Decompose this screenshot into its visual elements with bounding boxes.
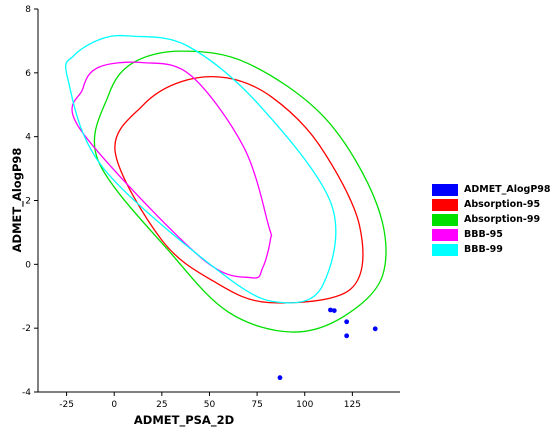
legend: ADMET_AlogP98 Absorption-95 Absorption-99 B… [432,182,550,257]
legend-swatch [432,243,458,256]
x-tick-label: 25 [156,400,167,410]
y-tick-label: 6 [25,69,31,79]
ellipse-absorption-95 [114,76,364,304]
legend-label: BBB-99 [464,244,503,255]
x-axis-ticks: -25 0 25 50 75 100 125 [59,392,361,410]
data-point [344,333,350,339]
x-tick-label: 50 [204,400,216,410]
data-point [277,375,283,381]
legend-swatch [432,198,458,211]
point-layer [277,307,378,381]
data-point [372,326,378,332]
x-tick-label: 100 [296,400,313,410]
x-tick-label: 125 [344,400,361,410]
legend-label: Absorption-99 [464,214,541,225]
x-tick-label: 0 [111,400,117,410]
legend-item: BBB-99 [432,242,550,257]
data-point [328,307,333,313]
legend-swatch [432,213,458,226]
y-tick-label: -4 [22,388,31,398]
ellipse-absorption-99 [93,50,387,333]
y-tick-label: 4 [25,133,31,143]
legend-label: Absorption-95 [464,199,541,210]
legend-item: BBB-95 [432,227,550,242]
x-axis-title: ADMET_PSA_2D [134,413,234,428]
legend-item: ADMET_AlogP98 [432,182,550,197]
ellipse-bbb-95 [71,61,273,279]
ellipse-bbb-99 [65,34,337,304]
y-tick-label: 8 [25,5,31,15]
data-point [344,319,350,325]
legend-label: ADMET_AlogP98 [464,184,550,195]
y-tick-label: 0 [25,260,31,270]
data-point [331,308,337,314]
y-tick-label: 2 [25,197,31,207]
legend-item: Absorption-95 [432,197,550,212]
legend-label: BBB-95 [464,229,503,240]
x-tick-label: -25 [59,400,74,410]
y-axis-ticks: -4 -2 0 2 4 6 8 [22,5,38,398]
y-axis-title: ADMET_AlogP98 [10,148,25,253]
legend-swatch [432,228,458,241]
x-tick-label: 75 [251,400,262,410]
legend-item: Absorption-99 [432,212,550,227]
ellipse-layer [65,34,387,333]
y-tick-label: -2 [22,324,31,334]
legend-swatch [432,183,458,196]
